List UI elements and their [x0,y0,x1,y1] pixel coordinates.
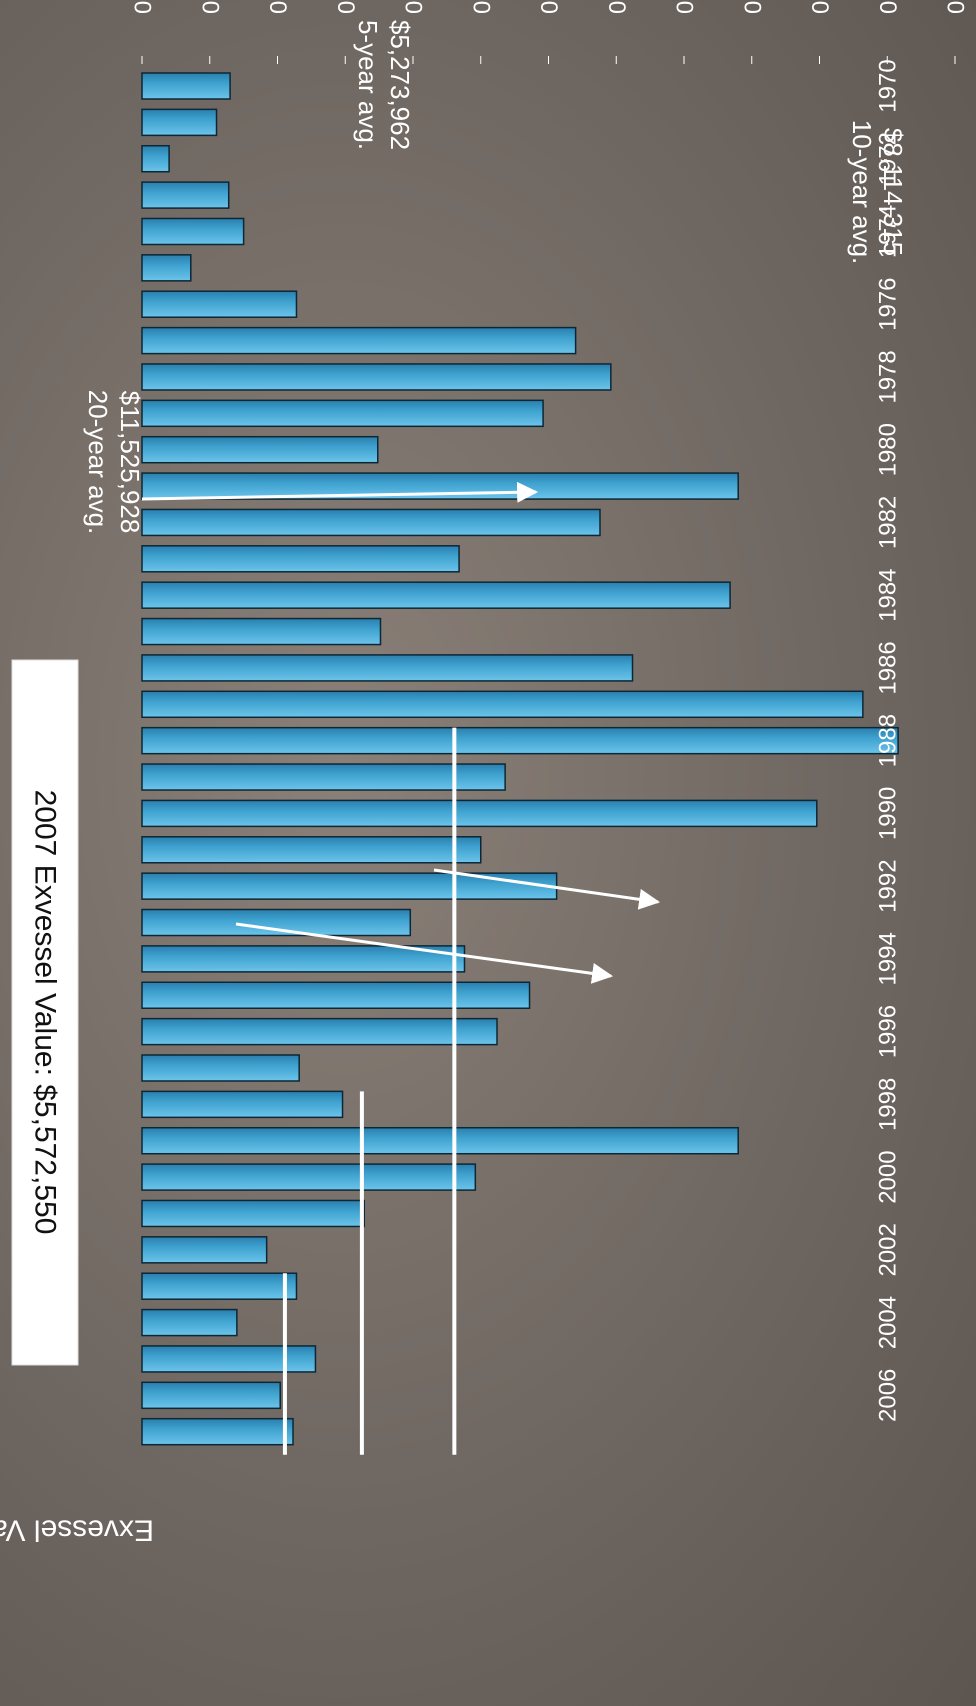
bar-2001 [141,1199,365,1228]
bar-1995 [141,981,531,1009]
bar-1982 [141,508,601,537]
x-tick-label: 1974 [875,205,902,258]
y-tick-label: 25,000,000 [806,0,833,14]
y-axis-label: Exvessel Value ($) [0,1514,154,1547]
y-tick-label: 2,500,000 [196,0,223,14]
avg-label-0: 20-year avg. [83,390,113,535]
bar-2007 [141,1417,294,1446]
avg-value-0: $11,525,928 [115,391,145,534]
avg-arrow-0 [141,481,539,503]
x-tick-label: 1990 [875,787,902,840]
x-tick-label: 2006 [875,1369,902,1422]
bar-1993 [141,908,412,937]
y-tick-label: 0 [129,1,156,14]
bar-1998 [141,1090,344,1119]
x-tick-label: 1994 [875,932,902,985]
y-tick-label: 27,500,000 [874,0,901,14]
bar-1970 [141,72,231,100]
bar-1999 [141,1126,739,1155]
highlight-box [11,659,79,1366]
bar-2006 [141,1381,281,1410]
bar-1975 [141,254,192,282]
bar-1973 [141,181,230,209]
avg-label-2: 5-year avg. [353,20,383,150]
x-tick-label: 2002 [875,1223,902,1276]
avg-label-1: 10-year avg. [847,120,877,265]
bar-1989 [141,763,506,791]
bar-1978 [141,363,612,391]
bar-1972 [141,144,170,173]
bar-1987 [141,690,864,719]
y-tick-label: 5,000,000 [264,0,291,14]
avg-arrow-2 [433,868,661,910]
avg-arrow-1 [235,922,614,984]
bar-1997 [141,1054,300,1082]
plot-area [141,56,956,1455]
x-tick-label: 1976 [875,278,902,331]
x-tick-label: 1970 [875,59,902,112]
x-tick-label: 1982 [875,496,902,549]
bar-1991 [141,836,482,864]
bar-1974 [141,217,245,246]
avg-value-1: $8,114,315 [878,128,908,256]
bar-1979 [141,399,544,428]
bar-1996 [141,1017,498,1046]
bar-1983 [141,545,460,573]
bar-1981 [141,472,739,500]
bar-1988 [141,726,899,755]
y-tick-label: 10,000,000 [400,0,427,14]
x-tick-label: 1980 [875,423,902,476]
avg-value-2: $5,273,962 [385,20,415,150]
bar-2002 [141,1236,268,1264]
x-tick-label: 2000 [875,1150,902,1203]
x-tick-label: 1986 [875,641,902,694]
y-tick-label: 15,000,000 [535,0,562,14]
bar-1984 [141,581,731,609]
bar-1994 [141,945,466,973]
y-tick-label: 12,500,000 [467,0,494,14]
bar-2000 [141,1163,477,1191]
y-tick-label: 22,500,000 [738,0,765,14]
x-tick-label: 1978 [875,350,902,403]
y-tick-label: 7,500,000 [332,0,359,14]
x-tick-label: 1972 [875,132,902,185]
bar-1977 [141,326,577,355]
y-tick-label: 30,000,000 [942,0,969,14]
bar-1971 [141,108,218,137]
bar-1980 [141,435,379,464]
bar-1985 [141,617,382,646]
bar-2003 [141,1272,298,1300]
x-tick-label: 1998 [875,1078,902,1131]
x-tick-label: 1996 [875,1005,902,1058]
bar-2005 [141,1345,317,1373]
highlight-text: 2007 Exvessel Value: $5,572,550 [29,790,62,1235]
x-tick-label: 1984 [875,568,902,621]
bar-2004 [141,1308,238,1337]
bar-1990 [141,799,818,828]
x-tick-label: 1992 [875,859,902,912]
text-layer: 0 2,500,000 5,000,000 7,500,000 10,000,000 12… [0,0,969,1547]
bar-1986 [141,654,634,682]
y-tick-label: 20,000,000 [671,0,698,14]
x-tick-label: 2004 [875,1296,902,1349]
x-tick-label: 1988 [875,714,902,767]
bar-1992 [141,872,558,900]
bar-1976 [141,290,298,318]
y-tick-label: 17,500,000 [603,0,630,14]
